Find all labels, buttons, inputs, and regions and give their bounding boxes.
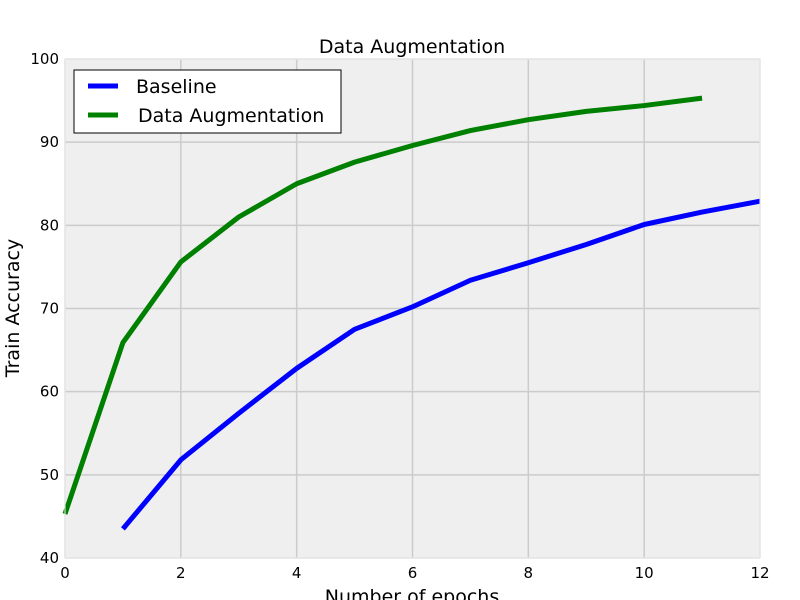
x-tick-label: 12 — [750, 564, 769, 582]
x-tick-label: 8 — [524, 564, 534, 582]
x-tick-label: 10 — [635, 564, 654, 582]
chart-title: Data Augmentation — [319, 36, 505, 58]
legend-label-data-augmentation: Data Augmentation — [138, 105, 324, 127]
plot-area-frame — [64, 58, 761, 559]
y-tick-label: 70 — [40, 300, 59, 318]
x-tick-label: 4 — [292, 564, 302, 582]
y-tick-label: 60 — [40, 383, 59, 401]
x-tick-label: 2 — [176, 564, 186, 582]
data-series — [62, 95, 761, 531]
legend-label-baseline: Baseline — [136, 76, 217, 98]
legend-box — [73, 69, 342, 134]
y-tick-label: 80 — [40, 216, 59, 234]
x-tick-label: 0 — [60, 564, 70, 582]
y-tick-label: 50 — [40, 466, 59, 484]
tick-labels: 0 2 4 6 8 10 12 40 50 60 70 80 90 100 — [30, 50, 769, 582]
y-axis-title: Train Accuracy — [2, 239, 24, 378]
y-tick-label: 90 — [40, 133, 59, 151]
series-line-baseline — [121, 198, 761, 531]
y-tick-label: 100 — [30, 50, 59, 68]
series-line-data-augmentation — [62, 95, 703, 515]
legend: Baseline Data Augmentation — [73, 69, 342, 134]
y-tick-label: 40 — [40, 549, 59, 567]
x-tick-label: 6 — [408, 564, 418, 582]
x-axis-title: Number of epochs — [325, 586, 499, 600]
